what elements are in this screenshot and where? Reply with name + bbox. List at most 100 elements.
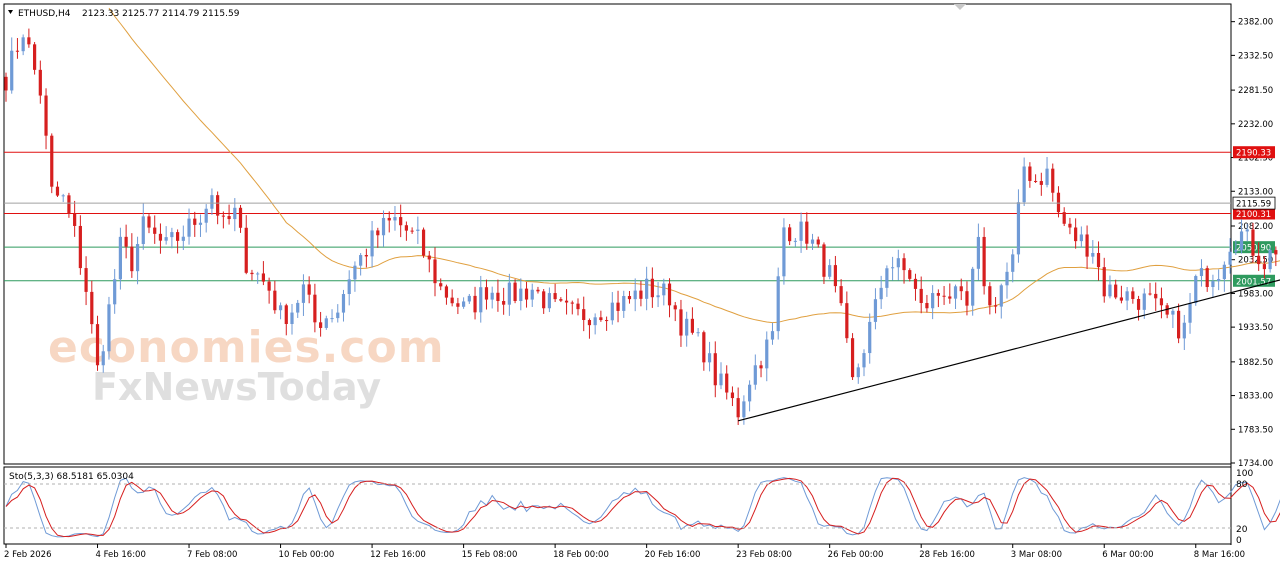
candle-body	[1040, 181, 1043, 185]
candle-body	[834, 265, 837, 286]
candle-body	[880, 288, 883, 299]
candle-body	[147, 216, 150, 227]
candle-body	[782, 227, 785, 276]
candle-body	[645, 279, 648, 299]
candle-body	[1120, 297, 1123, 300]
candle-body	[902, 258, 905, 270]
candle-body	[759, 365, 762, 368]
candle-body	[439, 283, 442, 286]
candle-body	[113, 279, 116, 304]
candle-body	[914, 279, 917, 289]
candle-body	[702, 332, 705, 362]
candle-body	[1023, 167, 1026, 203]
candle-body	[1011, 254, 1014, 271]
candle-body	[422, 230, 425, 256]
candle-body	[479, 287, 482, 312]
candle-body	[411, 231, 414, 232]
x-tick-label: 18 Feb 00:00	[553, 550, 609, 560]
candle-body	[496, 293, 499, 301]
candle-body	[342, 294, 345, 313]
candle-body	[353, 266, 356, 280]
candle-body	[765, 340, 768, 369]
candle-body	[136, 244, 139, 271]
candle-body	[142, 216, 145, 244]
candle-body	[502, 301, 505, 305]
candle-body	[565, 301, 568, 303]
candle-body	[1143, 294, 1146, 310]
candle-body	[805, 222, 808, 244]
candle-body	[365, 255, 368, 256]
y-tick-label: 1734.00	[1238, 459, 1273, 469]
candle-body	[182, 237, 185, 241]
candle-body	[296, 303, 299, 313]
candle-body	[662, 284, 665, 296]
candle-body	[50, 136, 53, 187]
candle-body	[1246, 229, 1249, 231]
candle-body	[382, 218, 385, 235]
candle-body	[588, 320, 591, 325]
candle-body	[1137, 299, 1140, 310]
y-tick-label: 1882.50	[1238, 358, 1273, 368]
candle-body	[393, 217, 396, 220]
candle-body	[594, 317, 597, 325]
x-tick-label: 4 Feb 16:00	[96, 550, 146, 560]
candle-body	[1263, 264, 1266, 269]
candle-body	[679, 309, 682, 335]
candle-body	[187, 219, 190, 237]
candle-body	[473, 296, 476, 312]
candle-body	[90, 292, 93, 324]
candle-body	[199, 223, 202, 225]
candle-body	[308, 284, 311, 294]
candle-body	[788, 227, 791, 241]
candle-body	[1097, 253, 1100, 267]
stoch-tick-20: 20	[1236, 525, 1248, 535]
candle-body	[153, 228, 156, 234]
candle-body	[1211, 281, 1214, 287]
candle-body	[651, 279, 654, 297]
candle-body	[1126, 291, 1129, 300]
candle-body	[313, 295, 316, 323]
candle-body	[279, 305, 282, 310]
candle-body	[119, 237, 122, 279]
candle-body	[1051, 169, 1054, 193]
candle-body	[737, 398, 740, 417]
x-tick-label: 28 Feb 16:00	[919, 550, 975, 560]
candle-body	[1223, 265, 1226, 279]
candle-body	[1074, 228, 1077, 242]
candle-body	[56, 187, 59, 196]
y-tick-label: 1833.00	[1238, 392, 1273, 402]
candle-body	[777, 276, 780, 331]
candle-body	[84, 268, 87, 292]
candle-body	[691, 319, 694, 333]
candle-body	[1274, 250, 1277, 254]
x-tick-label: 20 Feb 16:00	[645, 550, 701, 560]
x-tick-label: 12 Feb 16:00	[370, 550, 426, 560]
candle-body	[1240, 231, 1243, 250]
candle-body	[445, 286, 448, 297]
candle-body	[977, 237, 980, 269]
candle-body	[433, 259, 436, 283]
candle-body	[554, 293, 557, 299]
candle-body	[16, 51, 19, 52]
candle-body	[302, 284, 305, 303]
candle-body	[1034, 181, 1037, 182]
y-tick-label: 2133.00	[1238, 187, 1273, 197]
candle-body	[170, 232, 173, 237]
candle-body	[822, 244, 825, 276]
y-tick-label: 2332.50	[1238, 51, 1273, 61]
candle-body	[925, 303, 928, 308]
candle-body	[1206, 268, 1209, 287]
x-tick-label: 3 Mar 08:00	[1011, 550, 1062, 560]
candle-body	[79, 226, 82, 268]
candle-body	[576, 304, 579, 309]
candle-body	[1269, 250, 1272, 269]
candle-body	[290, 313, 293, 324]
stochastic-label: Sto(5,3,3) 68.5181 65.0304	[9, 472, 134, 482]
candle-body	[983, 237, 986, 286]
candle-body	[336, 313, 339, 318]
candle-body	[1217, 279, 1220, 281]
candle-body	[1234, 250, 1237, 251]
candle-body	[1148, 294, 1151, 295]
candle-body	[262, 273, 265, 281]
